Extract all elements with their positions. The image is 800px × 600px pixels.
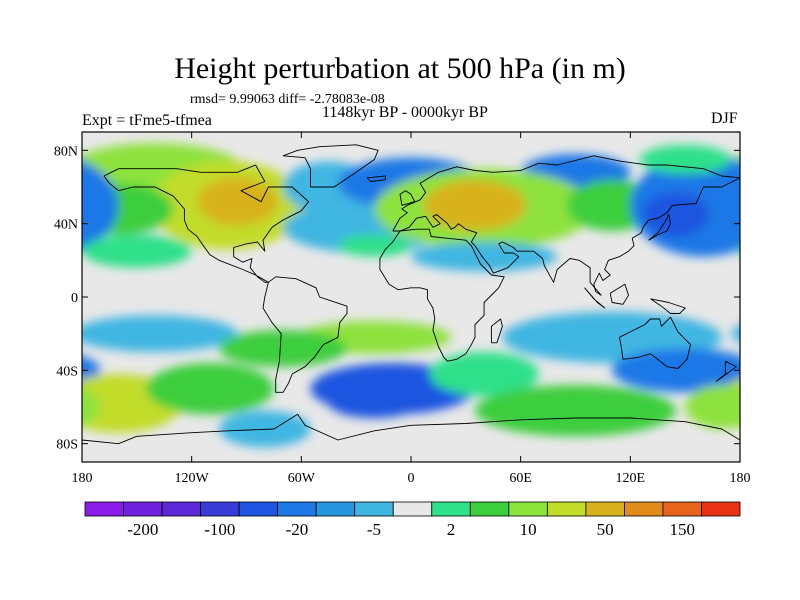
coastline <box>399 190 416 206</box>
colorbar-label: 2 <box>447 520 456 539</box>
coastline <box>618 316 692 369</box>
lon-tick-label: 120E <box>616 471 646 486</box>
field-contour-blob <box>82 234 192 268</box>
lon-tick-label: 180 <box>72 471 93 486</box>
lat-tick-label: 40S <box>56 364 78 379</box>
field-contour-blob <box>740 235 800 268</box>
lat-tick-label: 0 <box>71 291 78 306</box>
coastline <box>82 413 740 445</box>
coastline <box>609 283 629 305</box>
colorbar-label: 50 <box>597 520 614 539</box>
colorbar-swatch <box>662 501 702 517</box>
coastline <box>392 155 740 296</box>
colorbar-swatch <box>431 501 471 517</box>
experiment-label: Expt = tFme5-tfmea <box>82 112 212 129</box>
chart-title: Height perturbation at 500 hPa (in m) <box>174 52 626 85</box>
axis-ticks: 80N 40N 0 40S 80S 180 120W 60W 0 60E 120E 180 <box>54 132 751 486</box>
field-contour-blob <box>82 387 101 427</box>
lon-tick-label: 180 <box>730 471 751 486</box>
period-label: 1148kyr BP - 0000kyr BP <box>322 104 488 121</box>
field-contour-blob <box>730 325 740 343</box>
colorbar-label: -100 <box>204 520 235 539</box>
colorbar-label: 150 <box>669 520 695 539</box>
stats-label: rmsd= 9.99063 diff= -2.78083e-08 <box>190 92 385 107</box>
lon-tick-label: 60W <box>288 471 316 486</box>
colorbar-swatch <box>200 501 240 517</box>
field-contour-blob <box>0 385 18 436</box>
colorbar-label: 10 <box>520 520 537 539</box>
field-contour-blob <box>411 241 558 272</box>
field-contour-blob <box>219 330 348 367</box>
coastline <box>490 318 503 344</box>
field-contour-blob <box>328 388 421 419</box>
coastline <box>650 298 686 314</box>
season-label: DJF <box>711 110 738 127</box>
colorbar-swatch <box>354 501 394 517</box>
coastline <box>103 164 310 283</box>
coastline <box>584 287 606 309</box>
coastline <box>366 175 386 182</box>
colorbar-swatch <box>84 501 124 517</box>
lat-tick-label: 80S <box>56 438 78 453</box>
colorbar-label: -200 <box>127 520 158 539</box>
colorbar-swatch <box>123 501 163 517</box>
lat-tick-label: 80N <box>54 144 78 159</box>
colorbar-label: -5 <box>367 520 381 539</box>
colorbar-swatch <box>315 501 356 517</box>
field-contour-blob <box>0 312 64 363</box>
coastline <box>715 360 737 382</box>
field-contour-blob <box>612 348 740 393</box>
coastline <box>262 276 348 393</box>
lat-tick-label: 40N <box>54 218 78 233</box>
lon-tick-label: 60E <box>509 471 532 486</box>
field-contour-blob <box>197 177 278 226</box>
field-contour-blob <box>474 385 677 437</box>
field-contour-blob <box>423 179 527 231</box>
colorbar-label: -20 <box>286 520 309 539</box>
field-contour-blob <box>337 234 412 257</box>
coastline <box>379 228 505 362</box>
colorbar-swatch <box>277 501 317 517</box>
coastlines <box>82 144 740 445</box>
field-contour-blob <box>639 144 731 175</box>
field-contour-blob <box>82 315 238 352</box>
coastline <box>648 214 671 241</box>
colorbar-swatch <box>469 501 510 517</box>
lon-tick-label: 0 <box>408 471 415 486</box>
colorbar-swatch <box>238 501 279 517</box>
colorbar-swatch <box>392 501 433 517</box>
colorbar-swatch <box>508 501 548 517</box>
colorbar-swatch <box>624 501 664 517</box>
colorbar: -200 -100 -20 -5 2 10 50 150 <box>84 501 741 539</box>
field-contour-blob <box>685 385 740 429</box>
field-contour-blob <box>429 352 539 396</box>
field-contour-blob <box>0 193 51 237</box>
colorbar-swatch <box>546 501 587 517</box>
colorbar-swatch <box>701 501 741 517</box>
field-contour-blob <box>145 363 274 415</box>
colorbar-swatch <box>161 501 201 517</box>
field-contour-blob <box>643 192 709 237</box>
colorbar-swatch <box>585 501 625 517</box>
coastline <box>282 144 379 188</box>
lon-tick-label: 120W <box>175 471 210 486</box>
